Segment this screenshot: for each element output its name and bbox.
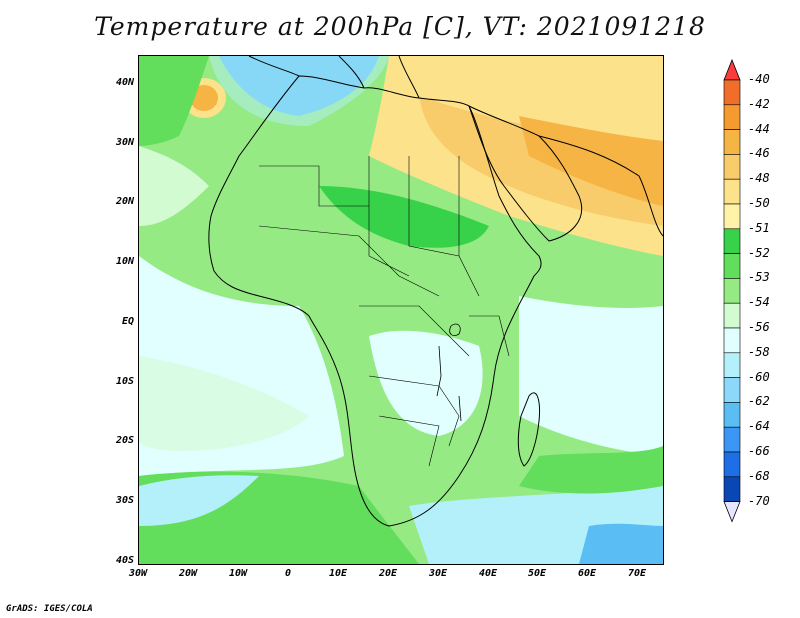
field-asia-orange xyxy=(519,116,663,206)
colorbar-tick-label: -54 xyxy=(748,295,770,310)
colorbar-swatch xyxy=(723,402,741,428)
lat-tick-eq: EQ xyxy=(121,316,134,327)
lat-tick-40s: 40S xyxy=(115,555,134,566)
colorbar-tick-label: -46 xyxy=(748,146,770,161)
border-3 xyxy=(408,156,460,257)
colorbar-tick-label: -50 xyxy=(748,196,770,210)
colorbar-swatch xyxy=(723,154,741,180)
colorbar-swatch xyxy=(723,476,741,502)
lon-tick-0: 0 xyxy=(284,568,292,579)
lon-tick-20w: 20W xyxy=(178,568,198,579)
lat-tick-10s: 10S xyxy=(115,376,134,387)
colorbar-tick-label: -58 xyxy=(748,344,770,359)
lon-tick-70e: 70E xyxy=(627,568,647,579)
colorbar-tick-label: -66 xyxy=(748,444,770,458)
colorbar-swatch xyxy=(723,104,741,130)
asia-coastline xyxy=(538,135,663,237)
colorbar-tick-label: -60 xyxy=(748,369,770,384)
temperature-map xyxy=(138,55,664,565)
colorbar-tick-label: -68 xyxy=(748,468,770,483)
lon-tick-30e: 30E xyxy=(428,568,448,579)
lon-tick-60e: 60E xyxy=(577,568,597,579)
lat-tick-10n: 10N xyxy=(115,256,134,267)
field-indian-green xyxy=(519,446,663,494)
colorbar-tick-label: -64 xyxy=(748,419,770,434)
colorbar-swatch xyxy=(723,327,741,354)
lon-tick-10e: 10E xyxy=(328,568,348,579)
lake-victoria xyxy=(449,323,461,336)
lon-tick-30w: 30W xyxy=(128,568,148,579)
border-6 xyxy=(359,305,470,357)
field-south-cold-3 xyxy=(579,523,663,564)
border-8 xyxy=(378,415,440,467)
colorbar-bottom-arrow xyxy=(723,501,741,523)
country-borders xyxy=(258,156,510,467)
field-sahel-green xyxy=(319,186,489,248)
colorbar-tick-label: -48 xyxy=(748,171,770,186)
lon-tick-10w: 10W xyxy=(228,568,248,579)
colorbar xyxy=(723,58,741,523)
arabia-coastline xyxy=(468,105,583,242)
colorbar-tick-label: -52 xyxy=(748,245,770,260)
lon-tick-50e: 50E xyxy=(527,568,547,579)
colorbar-tick-label: -42 xyxy=(748,96,770,111)
colorbar-top-arrow xyxy=(723,58,741,81)
colorbar-tick-label: -70 xyxy=(748,493,770,508)
field-central-pale xyxy=(369,330,483,436)
colorbar-tick-label: -40 xyxy=(748,72,770,86)
field-indian-ocean xyxy=(519,296,663,456)
lake-tanganyika xyxy=(436,345,442,397)
field-cold-southwest xyxy=(139,356,309,451)
colorbar-swatch xyxy=(723,426,741,453)
colorbar-tick-label: -44 xyxy=(748,121,770,136)
lat-tick-40n: 40N xyxy=(115,77,134,88)
lat-tick-30s: 30S xyxy=(115,495,134,506)
madagascar-coastline xyxy=(517,392,540,467)
border-2 xyxy=(368,156,410,277)
border-4 xyxy=(458,156,480,297)
lon-tick-40e: 40E xyxy=(478,568,498,579)
field-warm-blob-core xyxy=(190,85,218,111)
colorbar-swatch xyxy=(723,178,741,205)
colorbar-swatch xyxy=(723,79,741,106)
border-5 xyxy=(258,225,440,297)
europe-coastline xyxy=(248,56,420,99)
lon-tick-20e: 20E xyxy=(378,568,398,579)
colorbar-tick-label: -53 xyxy=(748,270,770,285)
colorbar-swatch xyxy=(723,203,741,230)
lat-tick-20s: 20S xyxy=(115,435,134,446)
colorbar-swatch xyxy=(723,352,741,378)
lat-tick-20n: 20N xyxy=(115,196,134,207)
lat-tick-30n: 30N xyxy=(115,137,134,148)
field-nw-cold-ring xyxy=(209,56,389,126)
colorbar-swatch xyxy=(723,129,741,155)
colorbar-swatch xyxy=(723,278,741,304)
field-south-cold xyxy=(139,475,259,526)
colorbar-swatch xyxy=(723,228,741,254)
colorbar-swatch xyxy=(723,253,741,279)
field-atlantic-pale xyxy=(139,146,209,226)
colorbar-swatch xyxy=(723,302,741,329)
colorbar-tick-label: -62 xyxy=(748,394,770,409)
border-1 xyxy=(259,165,369,207)
lakes xyxy=(436,323,462,422)
colorbar-swatch xyxy=(723,377,741,403)
credit-text: GrADS: IGES/COLA xyxy=(6,604,93,614)
border-9 xyxy=(469,315,510,357)
field-nw-green xyxy=(139,56,209,146)
colorbar-tick-label: -51 xyxy=(748,220,770,235)
colorbar-tick-label: -56 xyxy=(748,320,770,334)
border-7 xyxy=(368,375,460,447)
map-title: Temperature at 200hPa [C], VT: 202109121… xyxy=(94,12,706,41)
colorbar-swatch xyxy=(723,451,741,478)
lake-malawi xyxy=(458,395,462,422)
coastlines xyxy=(208,56,663,527)
